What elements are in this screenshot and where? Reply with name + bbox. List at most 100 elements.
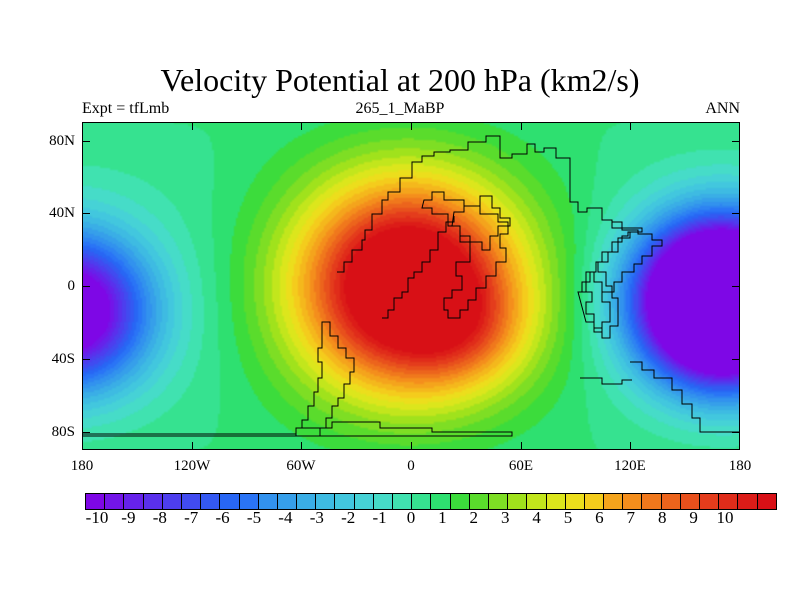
x-tick-mark — [192, 442, 193, 450]
colorbar-label: 0 — [406, 508, 416, 527]
x-tick-label-60w: 60W — [286, 458, 316, 474]
colorbar-box — [622, 493, 642, 510]
colorbar-box — [200, 493, 220, 510]
x-tick-label-180e: 180 — [728, 458, 752, 474]
y-tick-mark — [82, 141, 90, 142]
colorbar-box — [123, 493, 143, 510]
coastline-australasia — [577, 221, 740, 433]
y-tick-mark-right — [732, 213, 740, 214]
colorbar-box — [392, 493, 412, 510]
continent-outlines — [82, 135, 740, 437]
y-tick-mark — [82, 213, 90, 214]
colorbar-box — [507, 493, 527, 510]
x-tick-mark-top — [301, 122, 302, 130]
colorbar-box — [545, 493, 565, 510]
colorbar-label: 8 — [657, 508, 667, 527]
x-tick-label-180w: 180 — [70, 458, 94, 474]
experiment-label: Expt = tfLmb — [82, 100, 170, 117]
colorbar-box — [142, 493, 162, 510]
colorbar-box — [276, 493, 297, 510]
colorbar-box — [737, 493, 757, 510]
colorbar-box — [238, 493, 258, 510]
colorbar-box — [449, 493, 469, 510]
colorbar-label: -9 — [121, 508, 136, 527]
colorbar-label: 4 — [532, 508, 541, 527]
colorbar-label: 6 — [595, 508, 604, 527]
colorbar-box — [660, 493, 680, 510]
y-tick-label-40n: 40N — [49, 205, 75, 221]
colorbar-box — [411, 493, 431, 510]
colorbar-box — [641, 493, 661, 510]
x-tick-mark-top — [521, 122, 522, 130]
colorbar-box — [526, 493, 546, 510]
x-tick-mark-top — [411, 122, 412, 130]
colorbar-box — [603, 493, 623, 510]
x-tick-label-120w: 120W — [173, 458, 211, 474]
colorbar-label: 3 — [500, 508, 510, 527]
x-tick-mark — [630, 442, 631, 450]
colorbar-box — [353, 493, 373, 510]
colorbar-box — [756, 493, 777, 510]
colorbar — [85, 493, 777, 510]
colorbar-box — [583, 493, 604, 510]
colorbar-label: 7 — [626, 508, 636, 527]
y-tick-label-eq: 0 — [67, 278, 76, 294]
colorbar-label: -1 — [372, 508, 387, 527]
x-tick-label-60e: 60E — [508, 458, 534, 474]
colorbar-box — [487, 493, 508, 510]
colorbar-box — [679, 493, 699, 510]
y-tick-mark — [82, 432, 90, 433]
x-tick-mark-top — [630, 122, 631, 130]
colorbar-label: -2 — [341, 508, 356, 527]
y-tick-mark-right — [732, 141, 740, 142]
colorbar-label: -6 — [215, 508, 230, 527]
colorbar-label: -8 — [152, 508, 167, 527]
colorbar-label: 1 — [438, 508, 447, 527]
y-tick-mark-right — [732, 432, 740, 433]
velocity-potential-field — [82, 122, 740, 450]
colorbar-box — [430, 493, 450, 510]
colorbar-label: -4 — [278, 508, 293, 527]
colorbar-box — [296, 493, 316, 510]
colorbar-label: 5 — [563, 508, 573, 527]
y-tick-mark — [82, 359, 90, 360]
chart-title: Velocity Potential at 200 hPa (km2/s) — [160, 62, 640, 98]
colorbar-label: 9 — [689, 508, 698, 527]
colorbar-box — [315, 493, 335, 510]
x-tick-mark — [411, 442, 412, 450]
colorbar-box — [85, 493, 105, 510]
coastline-africa — [421, 191, 509, 319]
colorbar-label: -10 — [85, 508, 109, 527]
y-tick-label-40s: 40S — [51, 351, 75, 367]
x-tick-label-120e: 120E — [614, 458, 646, 474]
colorbar-box — [104, 493, 124, 510]
plot-area — [82, 122, 740, 450]
coastline-antarctica — [82, 421, 513, 437]
colorbar-box — [219, 493, 239, 510]
season-label: ANN — [705, 100, 740, 117]
colorbar-box — [257, 493, 277, 510]
y-tick-mark-right — [732, 286, 740, 287]
y-tick-mark — [82, 286, 90, 287]
x-tick-mark — [301, 442, 302, 450]
x-tick-label-0: 0 — [407, 458, 415, 474]
colorbar-label: -3 — [309, 508, 324, 527]
colorbar-label: 2 — [469, 508, 479, 527]
colorbar-label: -5 — [246, 508, 262, 527]
coastline-eurasia-africa — [337, 135, 643, 339]
y-tick-label-80s: 80S — [51, 424, 75, 440]
colorbar-box — [564, 493, 584, 510]
x-tick-mark-top — [192, 122, 193, 130]
colorbar-label: -7 — [184, 508, 199, 527]
colorbar-box — [468, 493, 488, 510]
colorbar-box — [161, 493, 181, 510]
colorbar-box — [718, 493, 738, 510]
y-tick-label-80n: 80N — [49, 133, 75, 149]
case-label: 265_1_MaBP — [355, 100, 445, 117]
colorbar-box — [372, 493, 392, 510]
colorbar-box — [180, 493, 201, 510]
colorbar-box — [699, 493, 719, 510]
x-tick-mark — [521, 442, 522, 450]
y-tick-mark-right — [732, 359, 740, 360]
colorbar-label: 10 — [716, 508, 734, 527]
